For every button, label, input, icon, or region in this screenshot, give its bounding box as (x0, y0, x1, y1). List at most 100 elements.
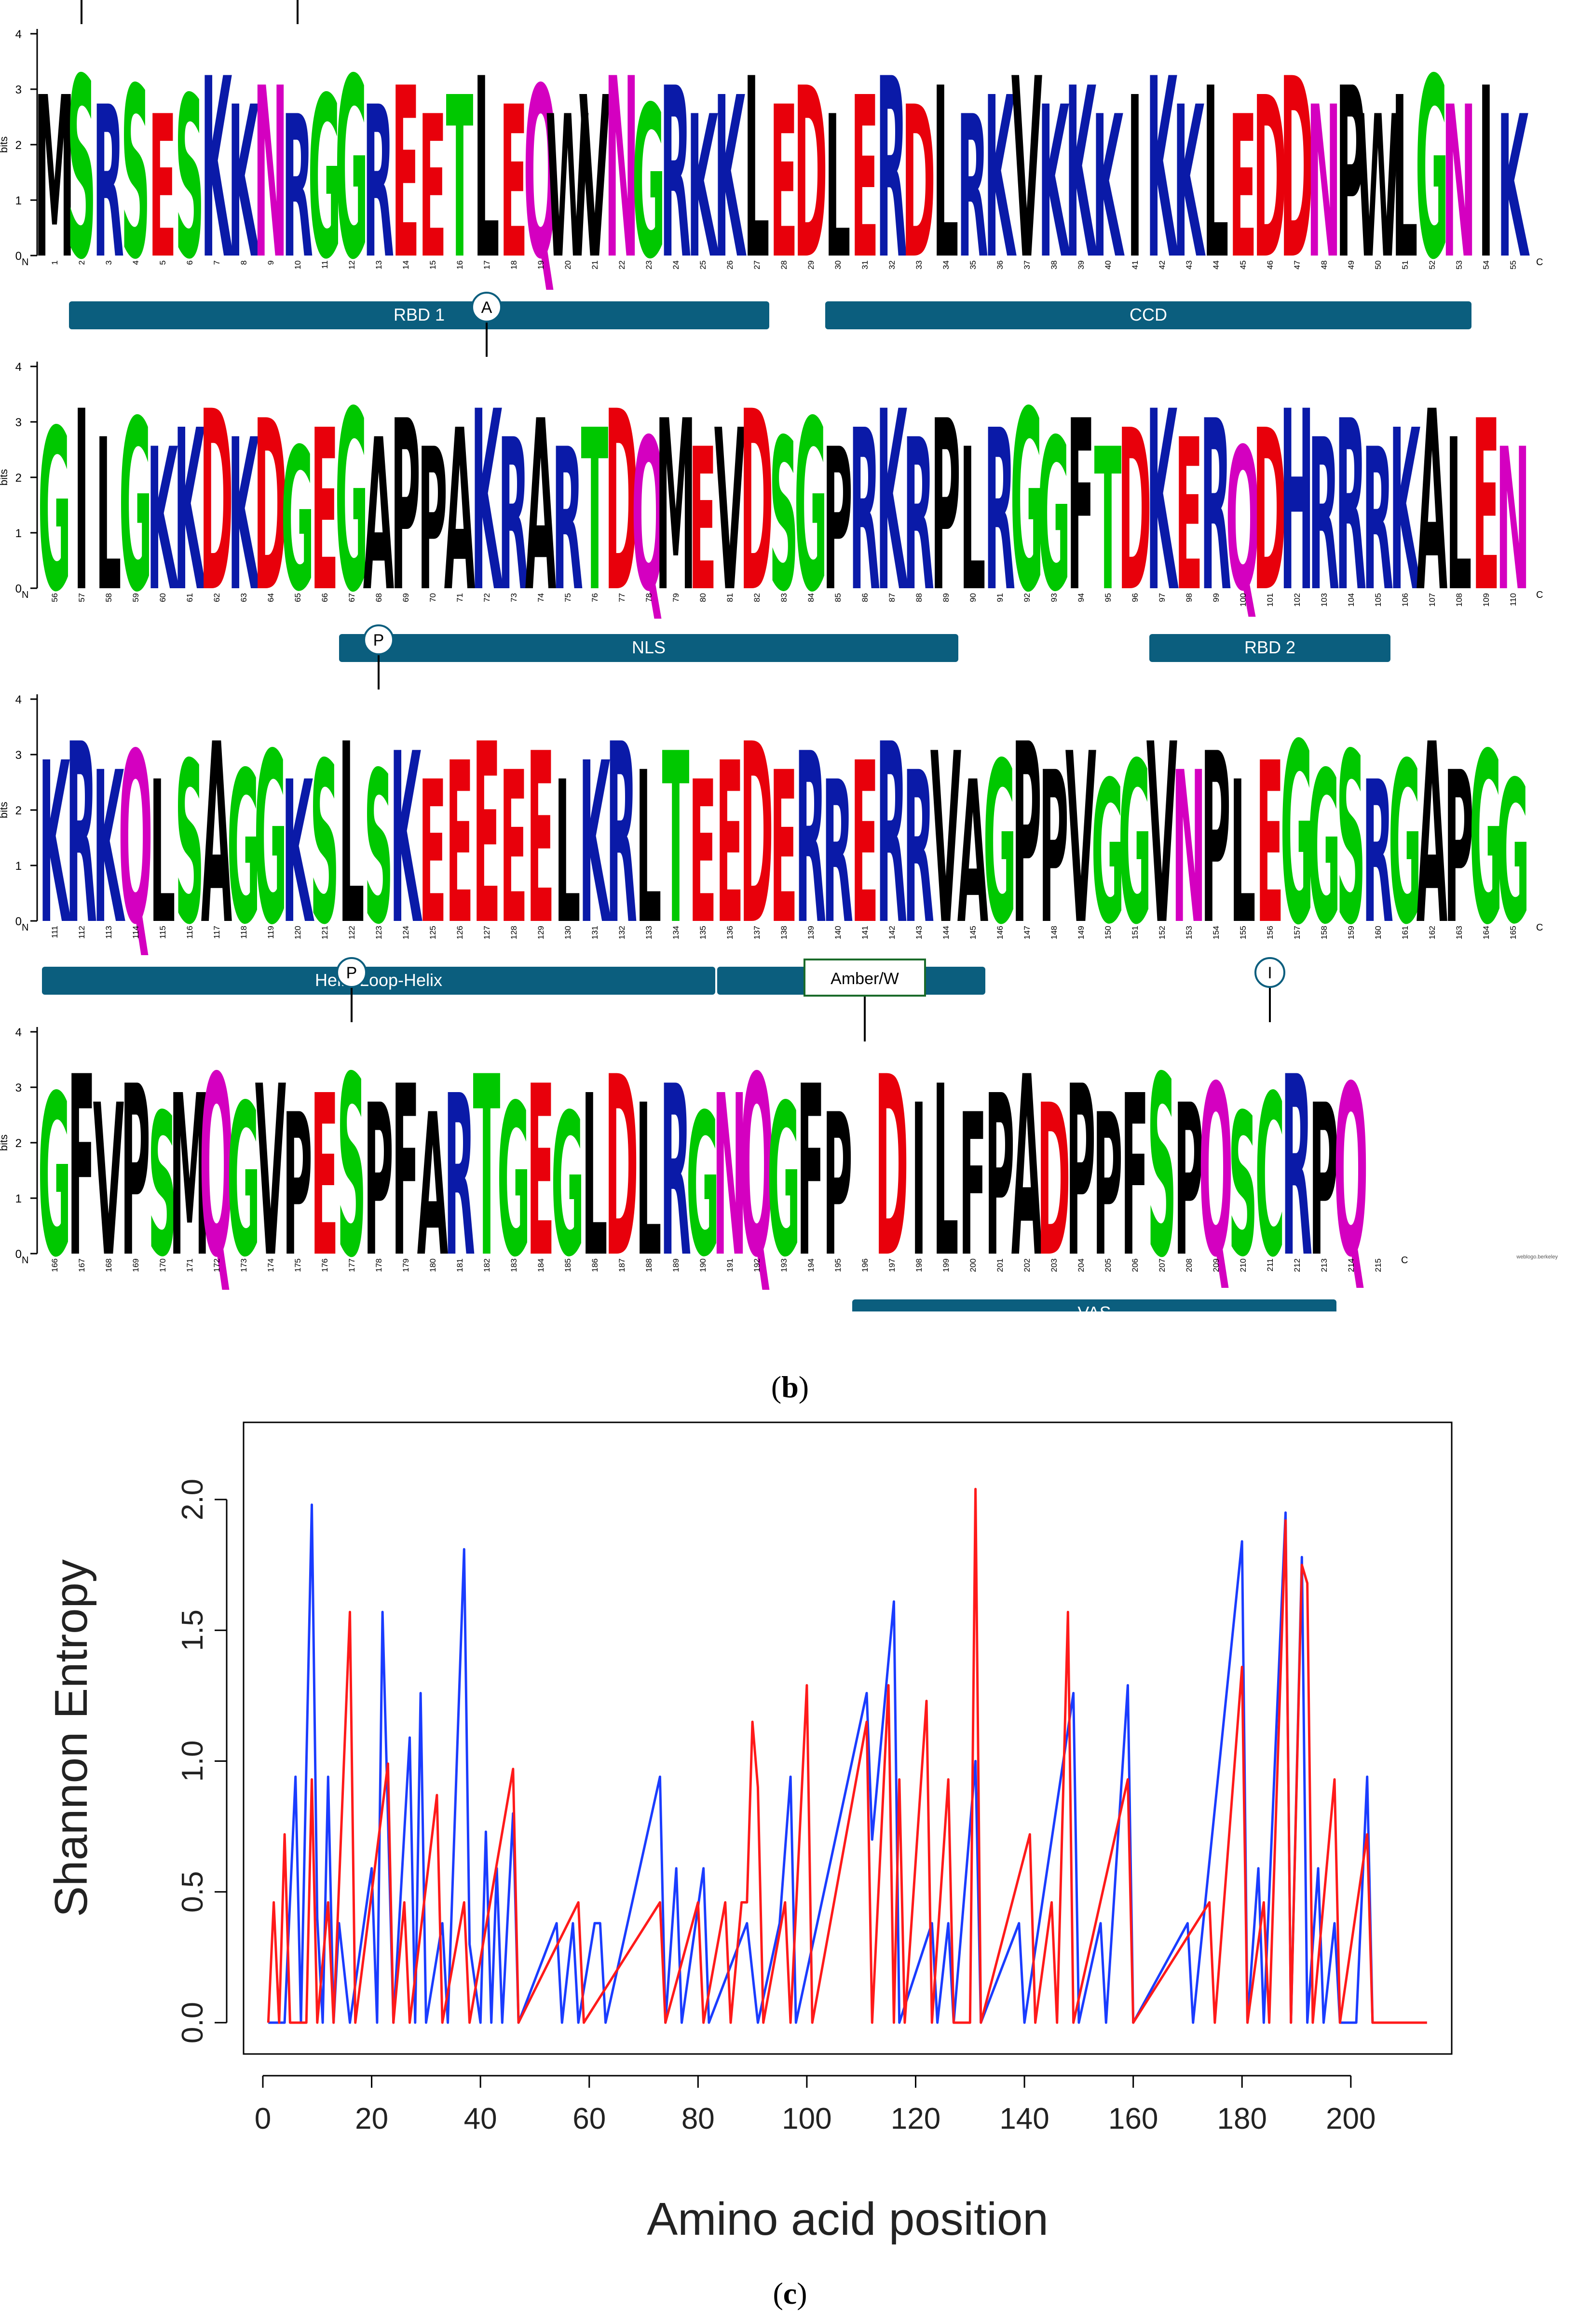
position-label: 102 (1293, 593, 1302, 607)
logo-residue: K (201, 26, 234, 314)
logo-residue: K (1173, 63, 1206, 305)
position-label: 200 (968, 1258, 978, 1272)
logo-residue: F (797, 1037, 825, 1310)
position-label: 208 (1185, 1258, 1194, 1272)
logo-residue: P (1012, 691, 1042, 980)
position-label: 136 (725, 926, 735, 939)
region-label: VAS (1077, 1303, 1111, 1311)
region-label: NLS (632, 637, 666, 657)
position-label: 46 (1266, 260, 1275, 270)
n-terminus-label: N (22, 590, 28, 600)
logo-residue: L (825, 75, 851, 302)
logo-residue: G (983, 716, 1016, 973)
logo-residue: D (254, 371, 287, 644)
c-terminus-label: C (1536, 922, 1543, 933)
position-label: 186 (590, 1258, 599, 1272)
logo-residue: R (552, 407, 583, 635)
position-label: 77 (617, 593, 627, 602)
logo-residue: P (1093, 1073, 1123, 1300)
logo-residue: D (1280, 26, 1313, 314)
position-label: 9 (266, 260, 275, 265)
position-label: 215 (1374, 1258, 1383, 1272)
logo-residue: N (605, 26, 639, 314)
logo-residue: G (308, 50, 341, 308)
logo-residue: P (1066, 1037, 1096, 1310)
position-label: 158 (1320, 926, 1329, 939)
position-label: 25 (698, 260, 708, 270)
position-label: 8 (239, 260, 248, 265)
position-label: 93 (1049, 593, 1059, 602)
position-label: 45 (1239, 260, 1248, 270)
logo-residue: Q (1199, 1037, 1233, 1310)
position-label: 164 (1482, 926, 1491, 939)
position-label: 1 (50, 260, 59, 265)
logo-residue: E (500, 728, 528, 971)
position-label: 13 (374, 260, 383, 270)
logo-residue: Q (1226, 407, 1260, 635)
position-label: 39 (1076, 260, 1086, 270)
logo-residue: E (419, 740, 447, 968)
logo-residue: R (849, 383, 880, 640)
position-label: 74 (536, 593, 545, 602)
marker-label: P (373, 631, 384, 649)
position-label: 6 (185, 260, 194, 265)
logo-residue: D (740, 691, 773, 980)
logo-residue: W (545, 75, 590, 302)
logo-residue: V (1065, 704, 1097, 977)
position-label: 140 (833, 926, 843, 939)
logo-residue: E (1175, 395, 1203, 638)
logo-residue: G (1416, 26, 1448, 314)
position-label: 97 (1158, 593, 1167, 602)
logo-residue: I (1128, 50, 1143, 308)
logo-residue: E (770, 728, 798, 971)
position-label: 71 (455, 593, 464, 602)
position-label: 149 (1076, 926, 1086, 939)
position-label: 33 (914, 260, 924, 270)
position-label: 129 (536, 926, 545, 939)
position-label: 213 (1320, 1258, 1329, 1272)
logo-y-tick-label: 3 (15, 1081, 22, 1094)
logo-residue: L (555, 740, 581, 968)
logo-residue: E (527, 704, 555, 977)
position-label: 214 (1347, 1258, 1356, 1272)
position-label: 144 (941, 926, 951, 939)
region-bar (339, 634, 958, 662)
logo-y-tick-label: 2 (15, 1137, 22, 1150)
logo-y-tick-label: 0 (15, 1248, 22, 1261)
logo-residue: R (1308, 395, 1339, 638)
logo-residue: S (1336, 704, 1365, 977)
position-label: 183 (509, 1258, 518, 1272)
logo-residue: C (1255, 1048, 1284, 1306)
region-bar (825, 301, 1471, 329)
region-label: Helix-Loop-Helix (315, 970, 442, 990)
logo-residue: M (656, 371, 696, 644)
logo-residue: L (1230, 740, 1256, 968)
x-tick-label: 180 (1217, 2102, 1267, 2135)
position-label: 36 (995, 260, 1005, 270)
logo-residue: E (689, 740, 717, 968)
logo-y-tick-label: 1 (15, 527, 22, 540)
logo-residue: Q (632, 395, 666, 638)
position-label: 31 (860, 260, 870, 270)
logo-residue: G (335, 26, 368, 314)
position-label: 63 (239, 593, 248, 602)
position-label: 86 (860, 593, 870, 602)
position-label: 3 (104, 260, 113, 265)
logo-residue: N (254, 39, 287, 311)
position-label: 100 (1239, 593, 1248, 607)
position-label: 123 (374, 926, 383, 939)
logo-residue: F (68, 1024, 95, 1311)
position-label: 155 (1239, 926, 1248, 939)
position-label: 153 (1185, 926, 1194, 939)
position-label: 109 (1482, 593, 1491, 607)
position-label: 210 (1239, 1258, 1248, 1272)
logo-residue: P (283, 1073, 313, 1300)
position-label: 98 (1185, 593, 1194, 602)
logo-residue: D (875, 1024, 908, 1311)
c-terminus-label: C (1536, 257, 1543, 268)
logo-residue: G (1308, 728, 1340, 971)
position-label: 152 (1158, 926, 1167, 939)
logo-residue: D (605, 359, 638, 647)
logo-residue: P (121, 1037, 150, 1310)
